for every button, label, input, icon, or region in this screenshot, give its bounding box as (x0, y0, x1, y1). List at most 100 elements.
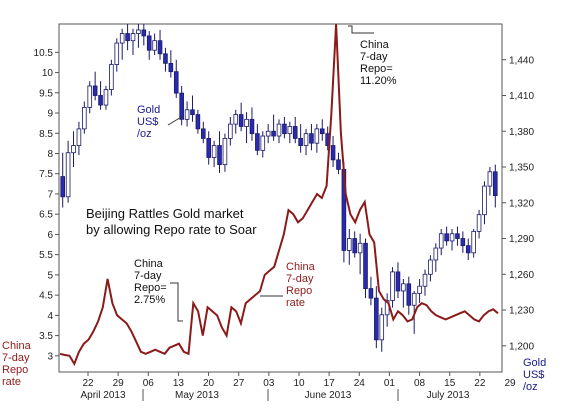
left-tick-label: 5.5 (39, 250, 53, 261)
gold-candle-body (482, 185, 487, 216)
repo-peak-pointer (348, 25, 374, 34)
x-tick-label: 01 (384, 378, 396, 389)
repo-low-annotation: China 7-day Repo= 2.75% (134, 258, 170, 306)
left-axis-label: China 7-day Repo rate (2, 340, 34, 388)
left-tick-label: 7 (47, 189, 53, 200)
gold-candle-body (309, 133, 314, 144)
gold-candle-body (157, 40, 163, 55)
gold-candle-body (401, 283, 406, 292)
gold-candle-body (330, 145, 336, 161)
left-tick-label: 10 (42, 68, 54, 79)
gold-candle-body (136, 29, 141, 34)
right-tick-label: 1,200 (509, 341, 534, 352)
gold-candle-body (357, 242, 363, 254)
gold-candle-body (444, 233, 449, 242)
gold-candle-body (265, 130, 271, 137)
gold-candle-body (152, 40, 157, 51)
left-tick-label: 8 (47, 149, 53, 160)
right-tick-label: 1,260 (509, 270, 534, 281)
gold-candle-body (406, 283, 412, 306)
x-tick-label: 24 (354, 378, 366, 389)
x-tick-label: 08 (414, 378, 426, 389)
gold-candle-body (130, 33, 136, 42)
gold-candle-body (336, 159, 341, 170)
gold-candle-body (303, 133, 309, 146)
gold-candle-body (363, 242, 368, 289)
x-tick-label: 10 (293, 378, 305, 389)
gold-candle-body (179, 92, 184, 120)
right-axis-ticks: 1,200 1,230 1,260 1,290 1,320 1,350 1,380 1,410… (502, 55, 534, 352)
gold-candle-body (87, 85, 93, 108)
left-tick-label: 3 (47, 351, 53, 362)
gold-candle-body (82, 107, 87, 130)
x-tick-label: 03 (263, 378, 275, 389)
month-label: July 2013 (427, 390, 470, 401)
gold-candle-body (201, 128, 206, 139)
gold-candle-body (119, 33, 125, 44)
gold-candle-body (114, 42, 120, 65)
gold-annotation-pointer (167, 115, 184, 126)
gold-candle-body (190, 109, 195, 115)
gold-candle-body (211, 145, 217, 158)
x-tick-label: 17 (324, 378, 336, 389)
gold-annotation: Gold US$ /oz (137, 104, 163, 140)
x-tick-label: 27 (233, 378, 245, 389)
gold-candle-body (379, 314, 385, 341)
gold-candle-body (449, 233, 455, 242)
gold-candle-body (249, 118, 255, 135)
gold-candle-body (146, 35, 152, 51)
gold-candle-body (238, 114, 244, 127)
gold-candle-body (271, 130, 276, 137)
x-tick-label: 06 (143, 378, 155, 389)
gold-candle-body (368, 288, 374, 299)
x-tick-label: 29 (113, 378, 125, 389)
gold-candle-body (465, 245, 471, 254)
repo-rate-annotation: China 7-day Repo rate (286, 261, 318, 309)
gold-candle-body (476, 214, 482, 232)
gold-candle-body (352, 238, 357, 254)
gold-candle-body (455, 233, 460, 239)
left-tick-label: 3.5 (39, 331, 53, 342)
x-tick-label: 22 (474, 378, 486, 389)
x-tick-label: 13 (173, 378, 185, 389)
gold-candle-body (411, 292, 417, 306)
gold-candle-body (244, 118, 249, 127)
gold-candle-body (206, 138, 211, 158)
gold-candle-body (195, 114, 201, 130)
gold-candle-body (390, 271, 395, 301)
gold-candle-body (255, 133, 260, 151)
gold-candle-body (98, 95, 103, 106)
gold-candle-body (292, 126, 298, 139)
gold-candle-body (433, 247, 439, 261)
gold-candle-body (487, 171, 493, 187)
right-tick-label: 1,410 (509, 91, 534, 102)
month-labels: April 2013 May 2013 June 2013 July 2013 (80, 389, 470, 401)
left-tick-label: 9 (47, 109, 53, 120)
gold-candle-body (65, 152, 71, 198)
gold-candle-body (222, 138, 228, 166)
right-tick-label: 1,290 (509, 234, 534, 245)
gold-candle-body (493, 171, 498, 197)
gold-candle-body (319, 128, 325, 135)
gold-candle-body (76, 128, 82, 146)
right-tick-label: 1,350 (509, 163, 534, 174)
gold-candle-body (438, 233, 444, 249)
right-tick-label: 1,230 (509, 306, 534, 317)
right-axis-label: Gold US$ /oz (523, 357, 549, 393)
gold-candle-body (314, 128, 320, 144)
plot-area (58, 23, 503, 373)
repo-rate-line (59, 23, 499, 367)
left-tick-label: 5 (47, 270, 53, 281)
left-tick-label: 7.5 (39, 169, 53, 180)
left-tick-label: 9.5 (39, 88, 53, 99)
right-tick-label: 1,380 (509, 127, 534, 138)
right-tick-label: 1,320 (509, 198, 534, 209)
gold-candle-body (395, 271, 401, 292)
repo-low-pointer (170, 282, 183, 322)
left-tick-label: 4.5 (39, 291, 53, 302)
gold-candle-body (141, 29, 147, 37)
gold-candle-body (125, 33, 130, 42)
gold-candle-body (298, 138, 303, 146)
month-label: May 2013 (175, 390, 219, 401)
gold-candle-body (168, 62, 174, 73)
